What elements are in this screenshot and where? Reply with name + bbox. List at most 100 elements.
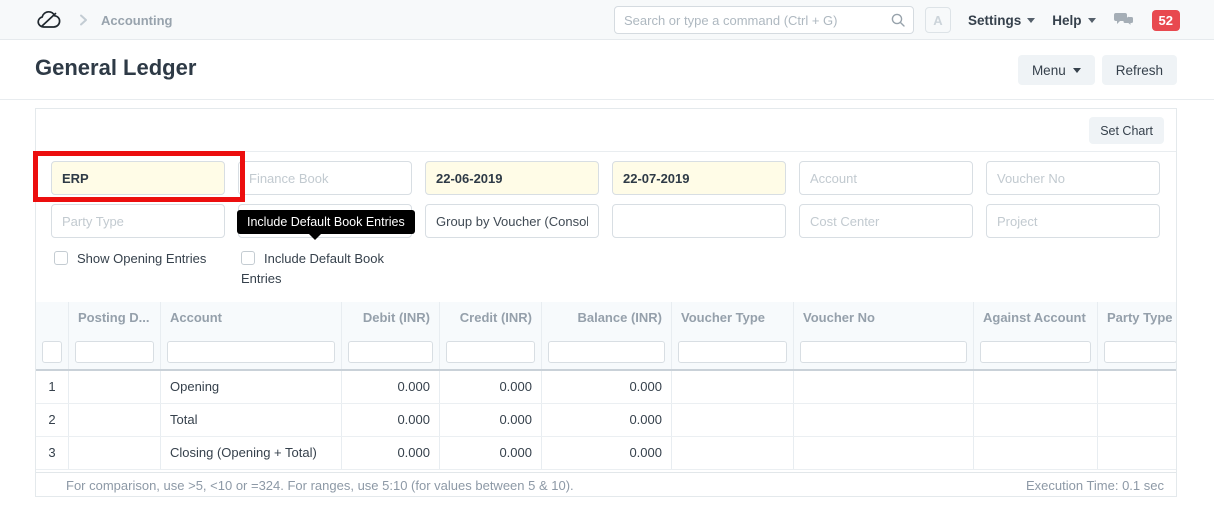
show-opening-entries-checkbox[interactable]	[54, 251, 68, 265]
execution-time-text: Execution Time: 0.1 sec	[1025, 478, 1164, 493]
user-avatar[interactable]: A	[925, 7, 951, 33]
voucher-no-column-filter-input[interactable]	[800, 341, 967, 363]
col-debit-header[interactable]: Debit (INR)	[342, 302, 440, 335]
group-by-filter[interactable]	[425, 204, 599, 238]
table-row[interactable]: 3 Closing (Opening + Total) 0.000 0.000 …	[36, 437, 1176, 470]
chevron-down-icon	[1072, 67, 1081, 73]
cost-center-filter[interactable]	[799, 204, 973, 238]
party-type-filter[interactable]	[51, 204, 225, 238]
from-date-filter[interactable]	[425, 161, 599, 195]
voucher-no-filter-cell	[794, 335, 974, 369]
party-type-cell	[1098, 404, 1176, 436]
against-account-cell	[974, 437, 1098, 469]
debit-cell: 0.000	[342, 371, 440, 403]
to-date-filter[interactable]	[612, 161, 786, 195]
company-filter[interactable]	[51, 161, 225, 195]
breadcrumb-chevron-icon	[75, 12, 91, 28]
refresh-button[interactable]: Refresh	[1101, 55, 1177, 85]
party-type-filter-cell	[1098, 335, 1176, 369]
account-filter-cell	[161, 335, 342, 369]
col-against-account-header[interactable]: Against Account	[974, 302, 1098, 335]
include-default-book-entries-label: Include Default Book Entries	[241, 251, 384, 286]
global-search	[614, 6, 914, 34]
row-index: 2	[36, 404, 69, 436]
credit-cell: 0.000	[440, 404, 542, 436]
voucher-no-cell	[794, 437, 974, 469]
posting-date-cell	[69, 437, 161, 469]
app-logo-cloud-icon[interactable]	[35, 8, 65, 32]
table-header-row: Posting D... Account Debit (INR) Credit …	[36, 302, 1176, 335]
navbar-left: Accounting	[35, 0, 173, 40]
debit-cell: 0.000	[342, 404, 440, 436]
set-chart-button[interactable]: Set Chart	[1089, 117, 1164, 144]
chart-toolbar: Set Chart	[36, 109, 1176, 152]
voucher-type-cell	[672, 404, 794, 436]
voucher-type-filter-cell	[672, 335, 794, 369]
chat-icon[interactable]	[1113, 11, 1135, 29]
show-opening-entries-option: Show Opening Entries	[54, 249, 234, 269]
index-column-filter-input[interactable]	[42, 341, 62, 363]
against-account-column-filter-input[interactable]	[980, 341, 1091, 363]
party-type-cell	[1098, 371, 1176, 403]
report-footer: For comparison, use >5, <10 or =324. For…	[36, 472, 1176, 496]
voucher-no-filter[interactable]	[986, 161, 1160, 195]
table-row[interactable]: 2 Total 0.000 0.000 0.000	[36, 404, 1176, 437]
voucher-type-column-filter-input[interactable]	[678, 341, 787, 363]
col-index-header	[36, 302, 69, 335]
party-type-column-filter-input[interactable]	[1104, 341, 1176, 363]
voucher-no-cell	[794, 371, 974, 403]
finance-book-filter[interactable]	[238, 161, 412, 195]
include-default-book-entries-tooltip: Include Default Book Entries	[237, 210, 415, 240]
col-party-type-header[interactable]: Party Type	[1098, 302, 1176, 335]
row-index: 1	[36, 371, 69, 403]
breadcrumb-accounting[interactable]: Accounting	[101, 12, 173, 28]
search-icon[interactable]	[890, 12, 906, 28]
col-voucher-no-header[interactable]: Voucher No	[794, 302, 974, 335]
account-column-filter-input[interactable]	[167, 341, 335, 363]
col-credit-header[interactable]: Credit (INR)	[440, 302, 542, 335]
table-filter-row	[36, 335, 1176, 371]
empty-filter[interactable]	[612, 204, 786, 238]
col-balance-header[interactable]: Balance (INR)	[542, 302, 672, 335]
voucher-no-cell	[794, 404, 974, 436]
comparison-hint-text: For comparison, use >5, <10 or =324. For…	[66, 478, 574, 493]
account-cell: Total	[161, 404, 342, 436]
credit-filter-cell	[440, 335, 542, 369]
notification-count-badge[interactable]: 52	[1151, 9, 1180, 31]
table-row[interactable]: 1 Opening 0.000 0.000 0.000	[36, 371, 1176, 404]
project-filter[interactable]	[986, 204, 1160, 238]
help-menu[interactable]: Help	[1052, 13, 1096, 28]
balance-cell: 0.000	[542, 404, 672, 436]
against-account-cell	[974, 371, 1098, 403]
account-cell: Closing (Opening + Total)	[161, 437, 342, 469]
search-input[interactable]	[614, 6, 914, 34]
voucher-type-cell	[672, 437, 794, 469]
debit-column-filter-input[interactable]	[348, 341, 433, 363]
include-default-book-entries-checkbox[interactable]	[241, 251, 255, 265]
credit-cell: 0.000	[440, 371, 542, 403]
against-account-cell	[974, 404, 1098, 436]
settings-menu[interactable]: Settings	[968, 13, 1036, 28]
balance-column-filter-input[interactable]	[548, 341, 665, 363]
include-default-book-entries-option: Include Default Book Entries	[241, 249, 393, 289]
col-voucher-type-header[interactable]: Voucher Type	[672, 302, 794, 335]
col-account-header[interactable]: Account	[161, 302, 342, 335]
menu-button[interactable]: Menu	[1017, 55, 1095, 85]
account-filter[interactable]	[799, 161, 973, 195]
credit-column-filter-input[interactable]	[446, 341, 535, 363]
col-posting-date-header[interactable]: Posting D...	[69, 302, 161, 335]
chevron-down-icon	[1027, 17, 1036, 23]
posting-date-cell	[69, 371, 161, 403]
posting-date-cell	[69, 404, 161, 436]
posting-date-column-filter-input[interactable]	[75, 341, 154, 363]
row-index: 3	[36, 437, 69, 469]
balance-cell: 0.000	[542, 437, 672, 469]
page-actions: Menu Refresh	[1017, 55, 1177, 85]
page-header: General Ledger Menu Refresh	[0, 40, 1214, 100]
credit-cell: 0.000	[440, 437, 542, 469]
ledger-table: Posting D... Account Debit (INR) Credit …	[36, 302, 1176, 470]
party-type-cell	[1098, 437, 1176, 469]
voucher-type-cell	[672, 371, 794, 403]
balance-cell: 0.000	[542, 371, 672, 403]
